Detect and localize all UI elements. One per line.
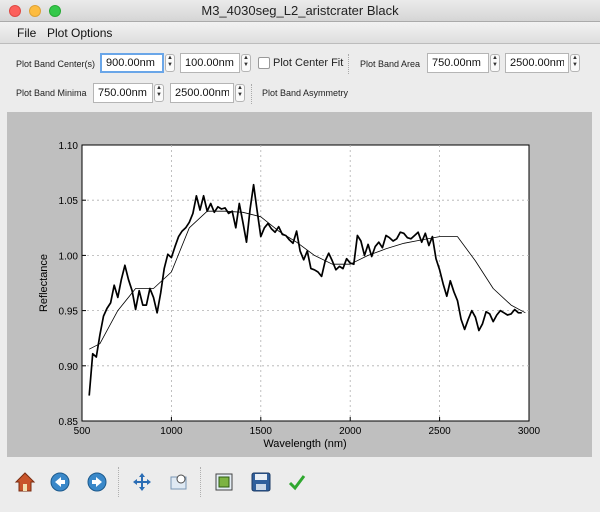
band-minima-stepper-1-icon[interactable]: ▲ ▼ (154, 84, 164, 102)
band-center-input-2[interactable] (180, 53, 240, 73)
band-center-stepper-2-icon[interactable]: ▲ ▼ (241, 54, 251, 72)
band-asymmetry-label[interactable]: Plot Band Asymmetry (262, 88, 349, 98)
controls-panel: Plot Band Center(s) ▲▼ ▲▼ Plot Center Fi… (0, 44, 600, 112)
band-minima-spinbox-1[interactable]: ▲▼ (93, 83, 165, 103)
save-icon[interactable] (250, 471, 272, 493)
y-tick-label: 1.10 (59, 141, 79, 152)
y-tick-label: 1.05 (59, 196, 79, 207)
y-tick-label: 0.85 (59, 417, 79, 428)
band-area-spinbox-2[interactable]: ▲▼ (505, 53, 581, 73)
pan-icon[interactable] (131, 471, 153, 493)
center-fit-label[interactable]: Plot Center Fit (273, 57, 344, 69)
y-tick-label: 0.90 (59, 362, 79, 373)
separator (348, 54, 350, 74)
band-area-input-1[interactable] (427, 53, 489, 73)
center-fit-checkbox[interactable] (258, 57, 270, 69)
band-minima-input-2[interactable] (170, 83, 234, 103)
x-axis-label: Wavelength (nm) (263, 438, 346, 450)
band-area-stepper-1-icon[interactable]: ▲ ▼ (490, 54, 500, 72)
close-window-button[interactable] (9, 5, 21, 17)
axis-ticks: 500 1000 1500 2000 2500 3000 0.85 0.90 0.95 1.00 1… (59, 141, 541, 437)
y-tick-label: 1.00 (59, 251, 79, 262)
check-icon[interactable] (286, 471, 308, 493)
x-tick-label: 500 (74, 426, 91, 437)
plot-canvas[interactable]: 500 1000 1500 2000 2500 3000 0.85 0.90 0.95 1.00 1… (7, 112, 592, 457)
y-axis-label: Reflectance (38, 254, 50, 312)
subplots-icon[interactable] (213, 471, 235, 493)
navigation-toolbar (0, 457, 600, 512)
forward-icon[interactable] (86, 471, 108, 493)
x-tick-label: 2000 (339, 426, 362, 437)
window-titlebar: M3_4030seg_L2_aristcrater Black (0, 0, 600, 22)
menubar: File Plot Options (0, 22, 600, 44)
menu-file[interactable]: File (17, 26, 37, 40)
band-center-stepper-1-icon[interactable]: ▲ ▼ (165, 54, 175, 72)
band-minima-spinbox-2[interactable]: ▲▼ (170, 83, 246, 103)
toolbar-separator (200, 467, 202, 497)
band-minima-input-1[interactable] (93, 83, 153, 103)
band-minima-label: Plot Band Minima (16, 88, 87, 98)
grid-lines (82, 145, 529, 421)
reflectance-series-line (88, 183, 522, 396)
band-center-input-1[interactable] (100, 53, 164, 73)
x-tick-label: 1500 (250, 426, 273, 437)
chart-series (88, 183, 526, 396)
band-area-label: Plot Band Area (360, 59, 421, 69)
toolbar-separator (118, 467, 120, 497)
x-tick-label: 2500 (428, 426, 451, 437)
fit-series-line (89, 210, 526, 350)
band-minima-stepper-2-icon[interactable]: ▲ ▼ (235, 84, 245, 102)
band-center-spinbox-2[interactable]: ▲▼ (180, 53, 252, 73)
menu-plot-options[interactable]: Plot Options (47, 26, 113, 40)
maximize-window-button[interactable] (49, 5, 61, 17)
band-area-stepper-2-icon[interactable]: ▲ ▼ (570, 54, 580, 72)
minimize-window-button[interactable] (29, 5, 41, 17)
zoom-icon[interactable] (168, 471, 190, 493)
home-icon[interactable] (14, 471, 36, 493)
x-tick-label: 1000 (160, 426, 183, 437)
window-title: M3_4030seg_L2_aristcrater Black (201, 3, 399, 18)
band-center-spinbox-1[interactable]: ▲▼ (100, 53, 176, 73)
x-tick-label: 3000 (518, 426, 541, 437)
plot-axes-frame (81, 144, 530, 422)
band-center-label: Plot Band Center(s) (16, 59, 96, 69)
band-area-input-2[interactable] (505, 53, 569, 73)
back-icon[interactable] (49, 471, 71, 493)
reflectance-chart: 500 1000 1500 2000 2500 3000 0.85 0.90 0.95 1.00 1… (38, 141, 541, 450)
y-tick-label: 0.95 (59, 307, 79, 318)
separator (251, 84, 253, 104)
band-area-spinbox-1[interactable]: ▲▼ (427, 53, 501, 73)
